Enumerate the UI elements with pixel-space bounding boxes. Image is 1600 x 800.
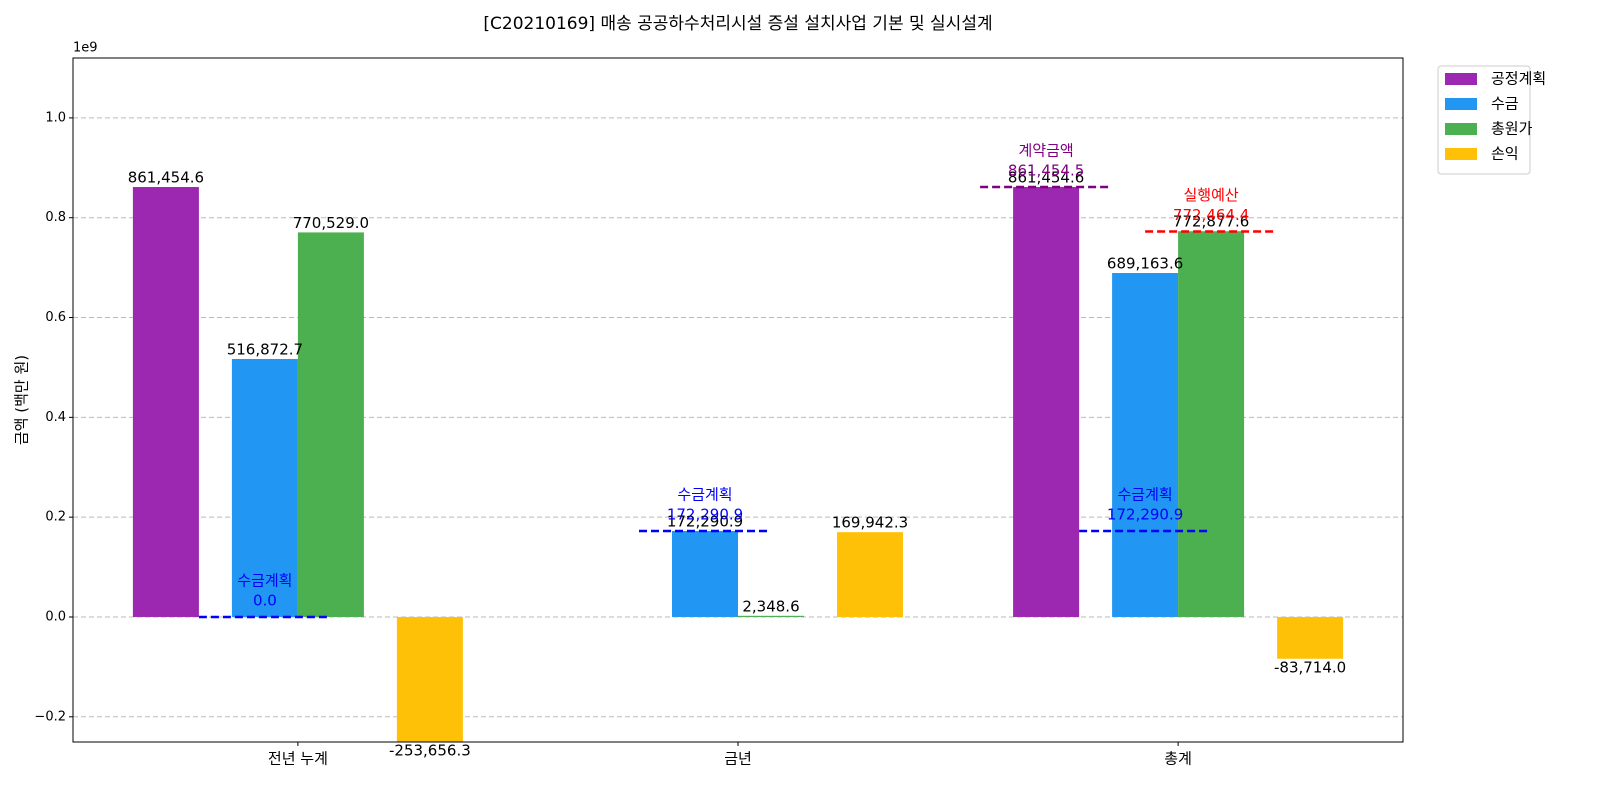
legend-swatch bbox=[1445, 98, 1477, 110]
value-label: -253,656.3 bbox=[389, 742, 471, 760]
bar bbox=[1112, 273, 1179, 617]
bar bbox=[396, 616, 463, 742]
legend-label: 공정계획 bbox=[1491, 70, 1546, 88]
value-label: 861,454.6 bbox=[1008, 169, 1084, 187]
plot-frame bbox=[72, 57, 1404, 743]
bar bbox=[297, 232, 364, 617]
reference-value: 0.0 bbox=[253, 591, 277, 609]
value-label: 772,877.6 bbox=[1173, 213, 1249, 231]
value-label: 689,163.6 bbox=[1107, 255, 1183, 273]
y-tick-label: 0.8 bbox=[45, 210, 66, 225]
bar bbox=[672, 530, 738, 617]
legend-label: 손익 bbox=[1491, 145, 1519, 163]
chart-title: [C20210169] 매송 공공하수처리시설 증설 설치사업 기본 및 실시설… bbox=[483, 14, 992, 34]
x-tick-label: 금년 bbox=[724, 750, 752, 768]
reference-value: 172,290.9 bbox=[667, 505, 743, 523]
reference-value: 861,454.5 bbox=[1008, 162, 1084, 180]
legend-label: 총원가 bbox=[1491, 120, 1533, 138]
value-label: 169,942.3 bbox=[832, 514, 908, 532]
y-axis-label: 금액 (백만 원) bbox=[13, 355, 31, 445]
y-offset-label: 1e9 bbox=[73, 41, 98, 56]
bar bbox=[1178, 231, 1245, 617]
x-tick-label: 총계 bbox=[1164, 750, 1192, 768]
bar bbox=[1013, 187, 1080, 617]
y-tick-label: 0.6 bbox=[45, 310, 66, 325]
legend-box bbox=[1437, 65, 1531, 175]
bar bbox=[837, 532, 903, 617]
reference-name: 수금계획 bbox=[237, 571, 292, 589]
reference-name: 실행예산 bbox=[1184, 186, 1239, 204]
y-tick-label: 0.4 bbox=[45, 410, 66, 425]
legend-swatch bbox=[1445, 73, 1477, 85]
value-label: 516,872.7 bbox=[227, 341, 303, 359]
value-label: -83,714.0 bbox=[1274, 658, 1346, 676]
value-label: 770,529.0 bbox=[293, 214, 369, 232]
bar bbox=[738, 615, 804, 617]
x-tick-label: 전년 누계 bbox=[268, 750, 328, 768]
reference-name: 계약금액 bbox=[1019, 142, 1074, 160]
value-label: 172,290.9 bbox=[667, 512, 743, 530]
y-tick-label: 0.2 bbox=[45, 510, 66, 525]
bar bbox=[1277, 616, 1344, 659]
reference-value: 772,464.4 bbox=[1173, 206, 1249, 224]
bar bbox=[231, 359, 298, 617]
y-tick-label: 0.0 bbox=[45, 609, 66, 624]
y-tick-label: −0.2 bbox=[34, 709, 66, 724]
y-tick-label: 1.0 bbox=[45, 110, 66, 125]
legend-swatch bbox=[1445, 123, 1477, 135]
value-label: 861,454.6 bbox=[128, 169, 204, 187]
reference-value: 172,290.9 bbox=[1107, 505, 1183, 523]
bar bbox=[132, 187, 199, 617]
reference-name: 수금계획 bbox=[677, 485, 732, 503]
legend-swatch bbox=[1445, 148, 1477, 160]
value-label: 2,348.6 bbox=[742, 597, 799, 615]
reference-name: 수금계획 bbox=[1118, 485, 1173, 503]
legend-label: 수금 bbox=[1491, 95, 1519, 113]
